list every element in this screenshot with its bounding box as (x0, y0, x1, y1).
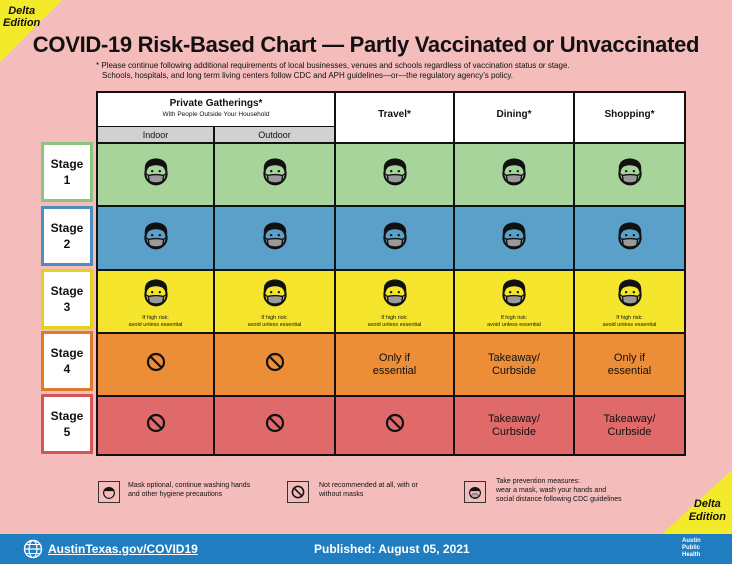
cell-stage4-shopping: Only if essential (575, 332, 684, 395)
cell-stage1-dining (455, 142, 575, 205)
cell-stage2-indoor (98, 205, 215, 269)
cell-stage3-shopping: If high risk: avoid unless essential (575, 269, 684, 332)
aph-logo: Austin Public Health (682, 538, 701, 558)
high-risk-note: If high risk: avoid unless essential (247, 315, 302, 328)
cell-stage4-travel: Only if essential (336, 332, 455, 395)
note-line-1: * Please continue following additional r… (96, 61, 570, 70)
masked-face-icon (258, 154, 292, 195)
not-recommended-icon (385, 413, 405, 438)
edition-word-2: Edition (3, 17, 41, 29)
legend-mask-optional-icon (98, 481, 120, 503)
high-risk-note: If high risk: avoid unless essential (367, 315, 422, 328)
masked-face-icon (613, 218, 647, 259)
legend-prevention: Take prevention measures: wear a mask, w… (496, 478, 622, 503)
stage-label-3: Stage 3 (41, 269, 93, 329)
only-if-essential-text: Only if essential (607, 351, 652, 377)
cell-stage2-travel (336, 205, 455, 269)
masked-face-icon (497, 218, 531, 259)
high-risk-note: If high risk: avoid unless essential (487, 315, 541, 328)
legend-prevention-icon (464, 481, 486, 503)
masked-face-icon (139, 154, 173, 195)
stage-row-2 (98, 205, 684, 269)
legend-not-recommended-icon (287, 481, 309, 503)
note-line-2: Schools, hospitals, and long term living… (102, 70, 514, 80)
not-recommended-icon (146, 413, 166, 438)
not-recommended-icon (146, 352, 166, 377)
masked-face-icon (258, 275, 292, 316)
cell-stage5-shopping: Takeaway/Curbside (575, 395, 684, 454)
takeaway-curbside-text: Takeaway/Curbside (488, 412, 540, 438)
masked-face-icon (497, 154, 531, 195)
cell-stage1-travel (336, 142, 455, 205)
stage-row-5: Takeaway/Curbside Takeaway/Curbside (98, 395, 684, 454)
stage-label-2: Stage 2 (41, 206, 93, 266)
not-recommended-icon (265, 413, 285, 438)
cell-stage3-indoor: If high risk: avoid unless essential (98, 269, 215, 332)
risk-chart-grid: Private Gatherings* With People Outside … (96, 91, 686, 456)
footer-bar: AustinTexas.gov/COVID19 Published: Augus… (0, 534, 732, 564)
cell-stage3-outdoor: If high risk: avoid unless essential (215, 269, 336, 332)
not-recommended-icon (265, 352, 285, 377)
stage-row-1 (98, 142, 684, 205)
cell-stage5-outdoor (215, 395, 336, 454)
masked-face-icon (378, 154, 412, 195)
masked-face-icon (613, 275, 647, 316)
cell-stage1-indoor (98, 142, 215, 205)
header-travel: Travel* (336, 93, 455, 144)
legend-not-recommended: Not recommended at all, with or without … (319, 482, 418, 498)
cell-stage5-indoor (98, 395, 215, 454)
cell-stage4-outdoor (215, 332, 336, 395)
high-risk-note: If high risk: avoid unless essential (602, 315, 657, 328)
cell-stage1-shopping (575, 142, 684, 205)
stage-label-1: Stage 1 (41, 142, 93, 202)
only-if-essential-text: Only if essential (372, 351, 417, 377)
header-shopping: Shopping* (575, 93, 684, 144)
header-private-gatherings: Private Gatherings* With People Outside … (98, 93, 336, 144)
header-dining: Dining* (455, 93, 575, 144)
cell-stage5-dining: Takeaway/Curbside (455, 395, 575, 454)
edition-corner-bottom (662, 470, 732, 534)
cell-stage1-outdoor (215, 142, 336, 205)
masked-face-icon (258, 218, 292, 259)
page-title: COVID-19 Risk-Based Chart — Partly Vacci… (32, 32, 700, 57)
published-date: Published: August 05, 2021 (314, 542, 470, 556)
legend-mask-optional: Mask optional, continue washing hands an… (128, 482, 251, 498)
masked-face-icon (378, 275, 412, 316)
takeaway-curbside-text: Takeaway/Curbside (488, 351, 540, 377)
cell-stage2-outdoor (215, 205, 336, 269)
stage-label-4: Stage 4 (41, 331, 93, 391)
stage-label-5: Stage 5 (41, 394, 93, 454)
masked-face-icon (497, 275, 531, 316)
edition-corner-top (0, 0, 62, 62)
masked-face-icon (613, 154, 647, 195)
cell-stage3-travel: If high risk: avoid unless essential (336, 269, 455, 332)
header-indoor: Indoor (98, 126, 215, 143)
cell-stage4-indoor (98, 332, 215, 395)
high-risk-note: If high risk: avoid unless essential (128, 315, 183, 328)
stage-row-4: Only if essential Takeaway/Curbside Only if… (98, 332, 684, 395)
cell-stage2-shopping (575, 205, 684, 269)
private-gatherings-label: Private Gatherings* (169, 98, 263, 109)
edition-label-bottom: Delta Edition (688, 498, 726, 523)
covid19-website-link[interactable]: AustinTexas.gov/COVID19 (48, 542, 198, 556)
cell-stage4-dining: Takeaway/Curbside (455, 332, 575, 395)
guidance-note: * Please continue following additional r… (96, 61, 570, 80)
edition-word-1: Delta (8, 5, 36, 17)
edition-label-top: Delta Edition (3, 5, 40, 29)
cell-stage3-dining: If high risk: avoid unless essential (455, 269, 575, 332)
masked-face-icon (139, 218, 173, 259)
stage-row-3: If high risk: avoid unless essential If h… (98, 269, 684, 332)
takeaway-curbside-text: Takeaway/Curbside (603, 412, 656, 438)
cell-stage2-dining (455, 205, 575, 269)
cell-stage5-travel (336, 395, 455, 454)
globe-icon (23, 539, 43, 559)
masked-face-icon (139, 275, 173, 316)
header-outdoor: Outdoor (215, 126, 334, 143)
masked-face-icon (378, 218, 412, 259)
private-gatherings-sub: With People Outside Your Household (162, 111, 270, 118)
